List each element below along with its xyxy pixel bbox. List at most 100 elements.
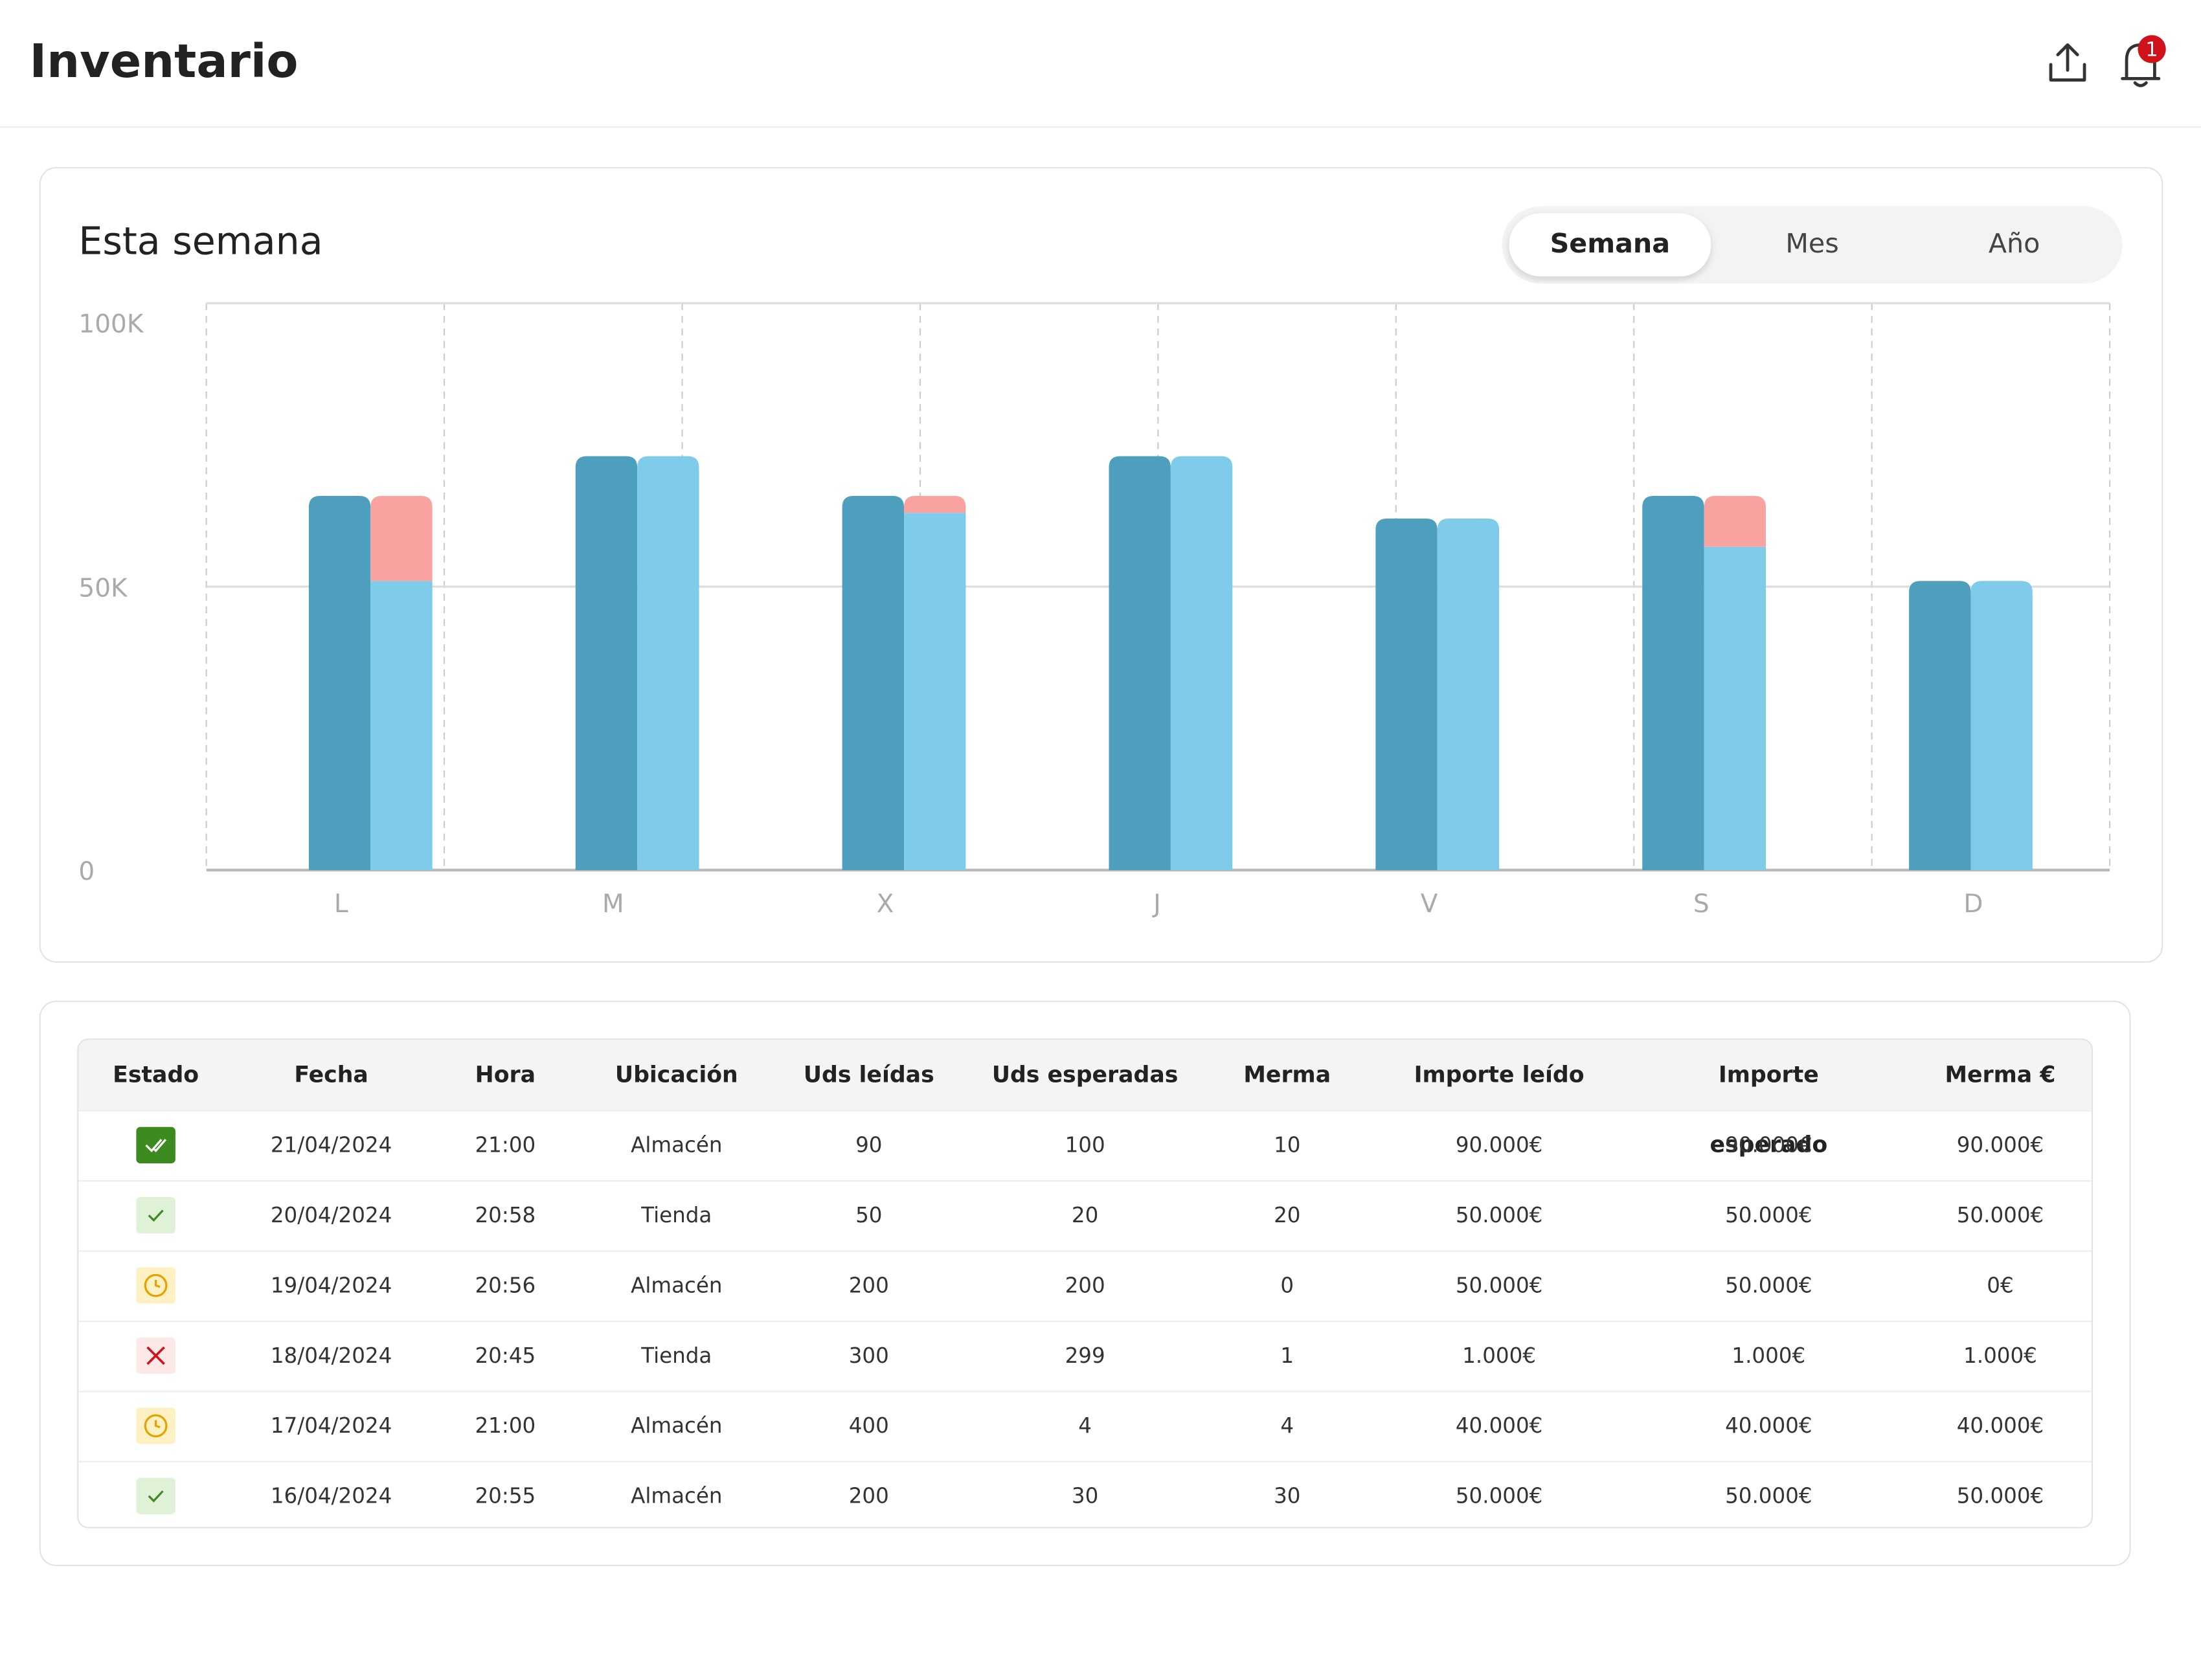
status-icon-graphic bbox=[136, 1337, 175, 1374]
table-cell: Almacén bbox=[631, 1413, 723, 1439]
table-cell: 20:56 bbox=[475, 1273, 536, 1299]
table-cell: 40.000€ bbox=[1455, 1413, 1543, 1439]
bar bbox=[1437, 519, 1500, 870]
table-cell: 20:45 bbox=[475, 1343, 536, 1369]
status-icon bbox=[136, 1197, 175, 1234]
table-cell: 0€ bbox=[1987, 1273, 2014, 1299]
table-row bbox=[78, 1250, 2092, 1322]
table-cell: 30 bbox=[1274, 1483, 1301, 1509]
table-row bbox=[78, 1110, 2092, 1182]
table-cell: 40.000€ bbox=[1956, 1413, 2044, 1439]
table-cell: 90 bbox=[855, 1132, 883, 1158]
bar bbox=[842, 495, 904, 870]
table-cell: 400 bbox=[848, 1413, 889, 1439]
table-row bbox=[78, 1461, 2092, 1527]
bar bbox=[1375, 519, 1438, 870]
table-cell: 1 bbox=[1280, 1343, 1294, 1369]
column-header: Merma bbox=[1243, 1060, 1331, 1088]
table-cell: 20/04/2024 bbox=[270, 1202, 392, 1228]
table-cell: 4 bbox=[1078, 1413, 1092, 1439]
column-header: Fecha bbox=[294, 1060, 368, 1088]
column-header: Importe leído bbox=[1414, 1060, 1585, 1088]
table-cell: 4 bbox=[1280, 1413, 1294, 1439]
period-tabs: Semana Mes Año bbox=[1502, 206, 2123, 284]
table-cell: 17/04/2024 bbox=[270, 1413, 392, 1439]
bar bbox=[1170, 456, 1233, 870]
page-title: Inventario bbox=[29, 34, 299, 89]
table-cell: 90.000€ bbox=[1455, 1132, 1543, 1158]
period-tab[interactable]: Mes bbox=[1785, 229, 1839, 260]
bar bbox=[370, 581, 433, 870]
column-header: Ubicación bbox=[615, 1060, 738, 1088]
table-cell: 300 bbox=[848, 1343, 889, 1369]
table-cell: 50.000€ bbox=[1725, 1273, 1812, 1299]
status-icon-graphic bbox=[136, 1197, 175, 1234]
bar bbox=[903, 495, 966, 513]
share-button[interactable] bbox=[2044, 39, 2092, 87]
period-tab[interactable]: Año bbox=[1988, 229, 2040, 260]
table-cell: 16/04/2024 bbox=[270, 1483, 392, 1509]
x-tick-label: J bbox=[1151, 890, 1161, 919]
bar bbox=[637, 456, 699, 870]
table-cell: 30 bbox=[1071, 1483, 1099, 1509]
bar bbox=[903, 513, 966, 870]
notifications-button[interactable]: 1 bbox=[2111, 34, 2173, 90]
table-cell: Tienda bbox=[641, 1343, 712, 1369]
bar bbox=[1109, 456, 1171, 870]
table-row bbox=[78, 1320, 2092, 1393]
table-cell: 21:00 bbox=[475, 1132, 536, 1158]
x-tick-label: S bbox=[1693, 890, 1710, 919]
status-icon bbox=[136, 1337, 175, 1374]
bar bbox=[575, 456, 638, 870]
table-header-row bbox=[78, 1040, 2092, 1110]
chart: 0 50K 100K L M X J V S D bbox=[78, 302, 2111, 919]
table-cell: 10 bbox=[1274, 1132, 1301, 1158]
table-cell: 1.000€ bbox=[1732, 1343, 1806, 1369]
table-cell: 299 bbox=[1065, 1343, 1105, 1369]
x-tick-label: V bbox=[1421, 890, 1438, 919]
table-cell: 200 bbox=[848, 1273, 889, 1299]
table-cell: Almacén bbox=[631, 1483, 723, 1509]
table-row bbox=[78, 1180, 2092, 1252]
table-row bbox=[78, 1391, 2092, 1462]
x-tick-label: L bbox=[334, 890, 348, 919]
table-cell: 50.000€ bbox=[1725, 1483, 1812, 1509]
table-cell: Tienda bbox=[641, 1202, 712, 1228]
column-header: Estado bbox=[113, 1060, 199, 1088]
table-cell: 50.000€ bbox=[1956, 1483, 2044, 1509]
status-icon-graphic bbox=[136, 1477, 175, 1514]
table-cell: 100 bbox=[1065, 1132, 1105, 1158]
x-tick-label: X bbox=[877, 890, 894, 919]
y-tick-label: 100K bbox=[78, 310, 144, 339]
table-cell: 19/04/2024 bbox=[270, 1273, 392, 1299]
column-header: Importe esperado bbox=[1710, 1060, 1828, 1158]
table-cell: 50 bbox=[855, 1202, 883, 1228]
table-cell: 20:55 bbox=[475, 1483, 536, 1509]
column-header: Uds esperadas bbox=[991, 1060, 1179, 1088]
column-header: Hora bbox=[475, 1060, 536, 1088]
status-icon bbox=[136, 1477, 175, 1514]
table-cell: Almacén bbox=[631, 1132, 723, 1158]
column-header: Merma € bbox=[1945, 1060, 2056, 1088]
table-cell: 200 bbox=[1065, 1273, 1105, 1299]
status-icon-graphic bbox=[136, 1267, 175, 1304]
status-icon-graphic bbox=[136, 1407, 175, 1444]
bar bbox=[370, 495, 433, 581]
table-cell: 1.000€ bbox=[1462, 1343, 1537, 1369]
table-cell: Almacén bbox=[631, 1273, 723, 1299]
bar bbox=[1642, 495, 1704, 870]
x-tick-label: D bbox=[1963, 890, 1983, 919]
table-cell: 90.000€ bbox=[1725, 1132, 1812, 1158]
table-cell: 1.000€ bbox=[1963, 1343, 2037, 1369]
y-tick-label: 0 bbox=[78, 857, 95, 886]
table-cell: 50.000€ bbox=[1725, 1202, 1812, 1228]
table-cell: 20:58 bbox=[475, 1202, 536, 1228]
column-header: Uds leídas bbox=[803, 1060, 934, 1088]
table-cell: 18/04/2024 bbox=[270, 1343, 392, 1369]
status-icon bbox=[136, 1126, 175, 1164]
table-cell: 21:00 bbox=[475, 1413, 536, 1439]
chart-title: Esta semana bbox=[78, 220, 323, 264]
period-tab[interactable]: Semana bbox=[1509, 213, 1711, 277]
table-cell: 21/04/2024 bbox=[270, 1132, 392, 1158]
table-cell: 0 bbox=[1280, 1273, 1294, 1299]
